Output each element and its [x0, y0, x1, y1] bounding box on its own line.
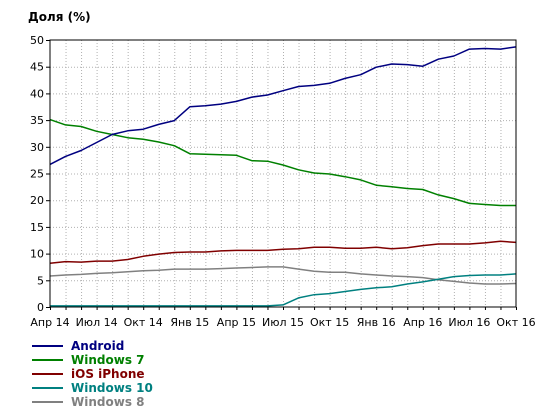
series-lines: [49, 46, 517, 307]
grid: [50, 40, 516, 307]
x-tick-label: Окт 14: [124, 316, 163, 329]
x-tick-label: Янв 15: [170, 316, 209, 329]
x-tick-label: Июл 14: [76, 316, 118, 329]
x-tick-label: Апр 15: [217, 316, 256, 329]
x-axis: Апр 14 Июл 14 Окт 14 Янв 15 Апр 15 Июл 15 Окт …: [30, 307, 536, 329]
y-tick-label: 40: [30, 87, 44, 100]
y-tick-label: 15: [30, 221, 44, 234]
legend-label: iOS iPhone: [71, 367, 145, 381]
x-tick-label: Апр 16: [403, 316, 442, 329]
legend-label: Windows 10: [71, 381, 153, 395]
y-tick-label: 0: [37, 301, 44, 314]
x-tick-label: Апр 14: [30, 316, 69, 329]
legend-label: Windows 8: [71, 395, 144, 409]
series-line-windows-10: [50, 273, 517, 307]
y-tick-label: 20: [30, 194, 44, 207]
y-axis-title: Доля (%): [28, 10, 91, 24]
x-tick-label: Янв 16: [357, 316, 396, 329]
y-tick-label: 30: [30, 141, 44, 154]
series-line-ios-iphone: [49, 240, 517, 264]
plot-area: [49, 39, 517, 308]
legend-label: Windows 7: [71, 353, 144, 367]
y-tick-label: 10: [30, 248, 44, 261]
y-axis: 0 5 10 15 20 25 30 35 40 45 50: [30, 34, 50, 314]
x-tick-label: Окт 16: [496, 316, 535, 329]
y-tick-label: 25: [30, 168, 44, 181]
y-tick-label: 5: [37, 274, 44, 287]
legend-label: Android: [71, 339, 124, 353]
x-tick-label: Июл 16: [448, 316, 490, 329]
series-line-windows-8: [49, 266, 517, 285]
y-tick-label: 50: [30, 34, 44, 47]
series-line-android: [49, 46, 517, 166]
y-tick-label: 45: [30, 61, 44, 74]
x-tick-label: Июл 15: [262, 316, 304, 329]
series-line-windows-7: [49, 118, 516, 207]
y-tick-label: 35: [30, 114, 44, 127]
x-tick-label: Окт 15: [310, 316, 349, 329]
